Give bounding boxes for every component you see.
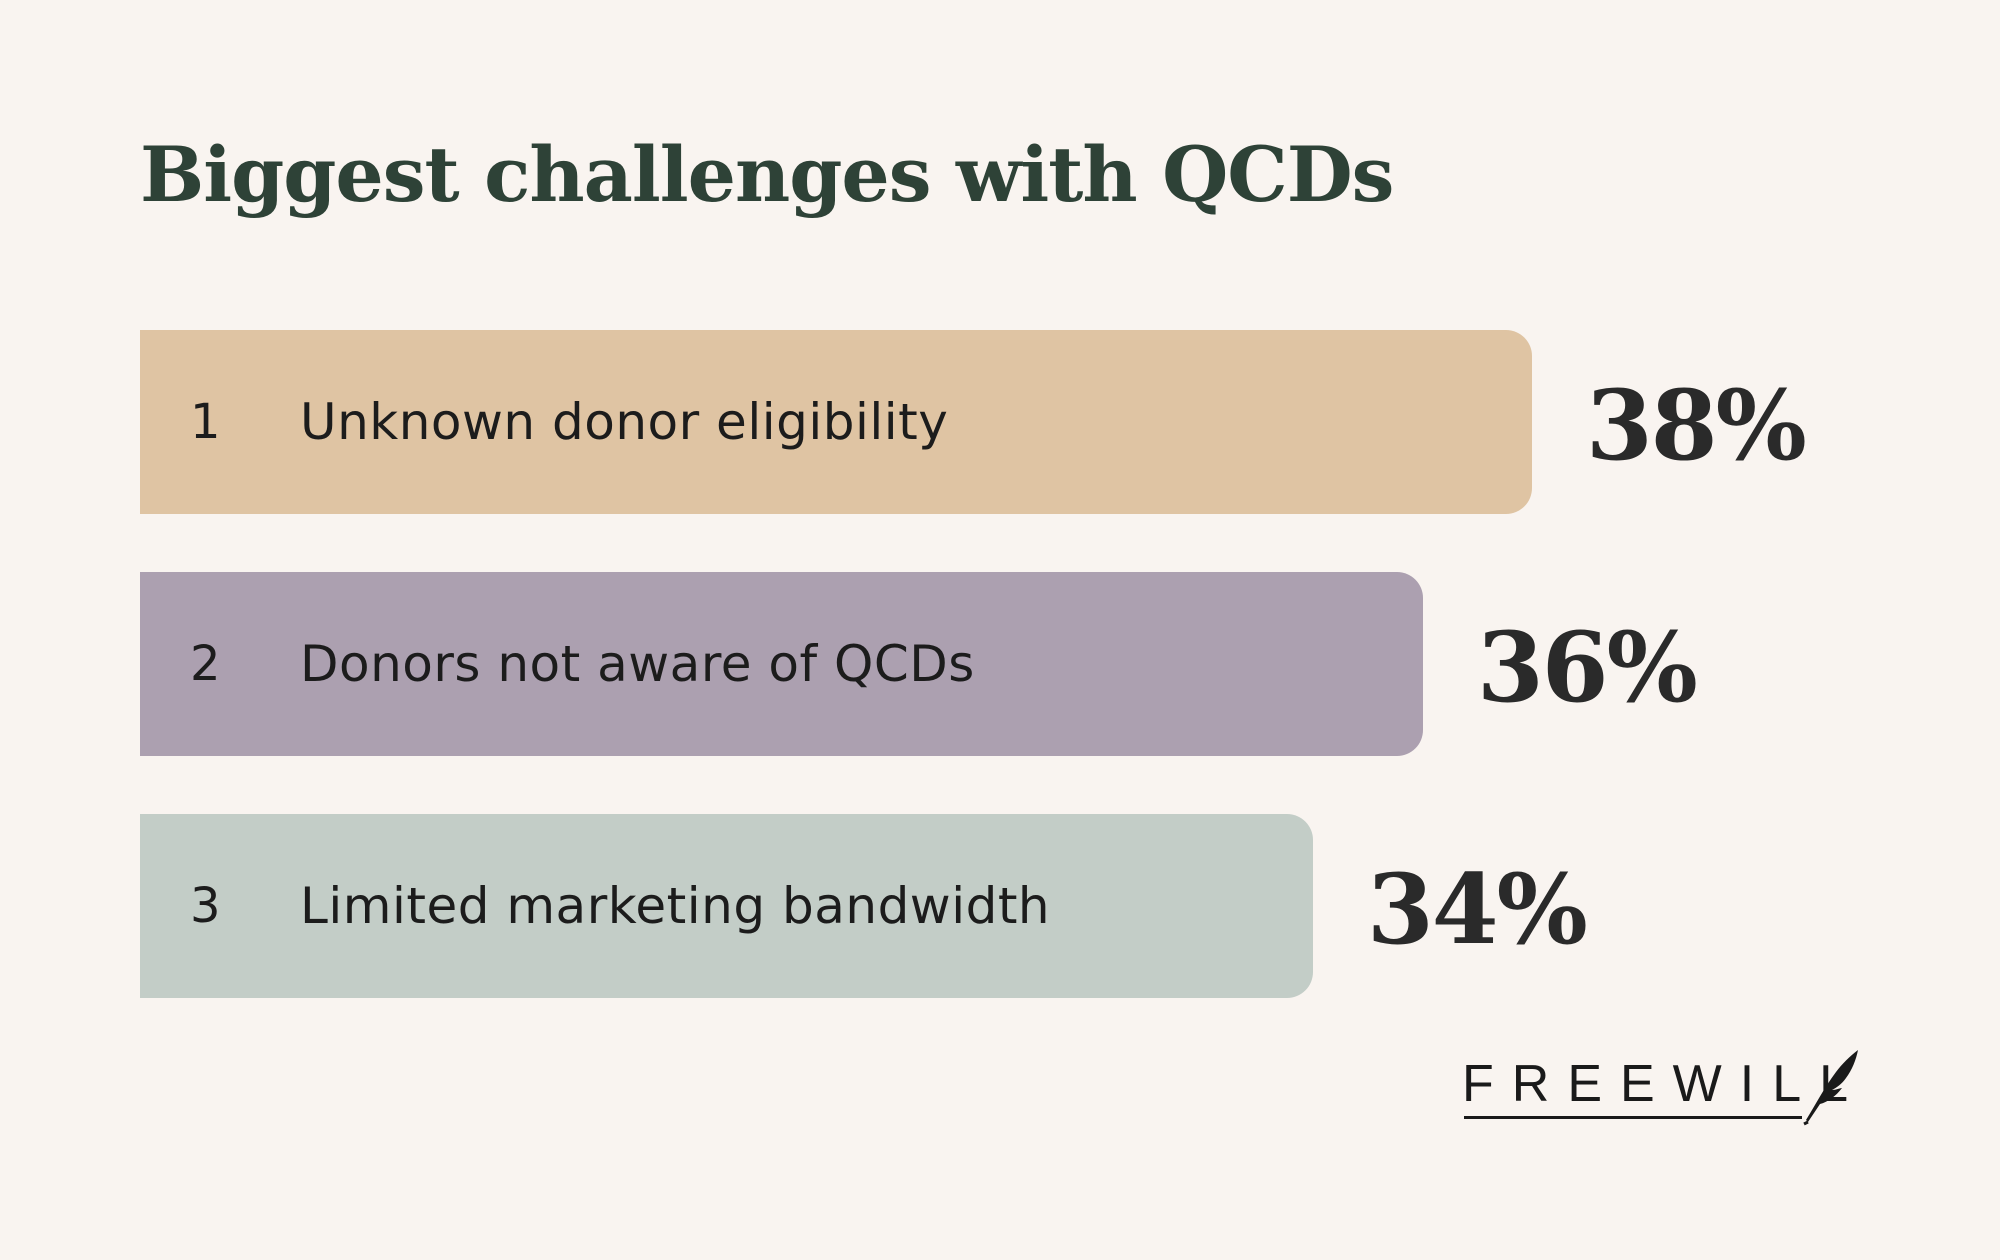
bar-rank-2: 2 [190,636,221,692]
bar-2 [140,572,1423,756]
bar-value-3: 34% [1367,853,1588,966]
freewill-logo: FREEWILL [1462,1046,1862,1126]
bar-1 [140,330,1532,514]
chart-title: Biggest challenges with QCDs [140,130,1394,219]
bar-label-2: Donors not aware of QCDs [300,635,975,693]
bar-3 [140,814,1313,998]
bar-label-3: Limited marketing bandwidth [300,877,1051,935]
bar-rank-3: 3 [190,878,221,934]
quill-icon [1803,1050,1858,1126]
logo-underline [1464,1116,1802,1119]
bar-value-2: 36% [1477,611,1698,724]
logo-wordmark: FREEWILL [1462,1055,1867,1113]
bar-value-1: 38% [1586,369,1807,482]
bar-rank-1: 1 [190,394,221,450]
bar-label-1: Unknown donor eligibility [300,393,949,451]
